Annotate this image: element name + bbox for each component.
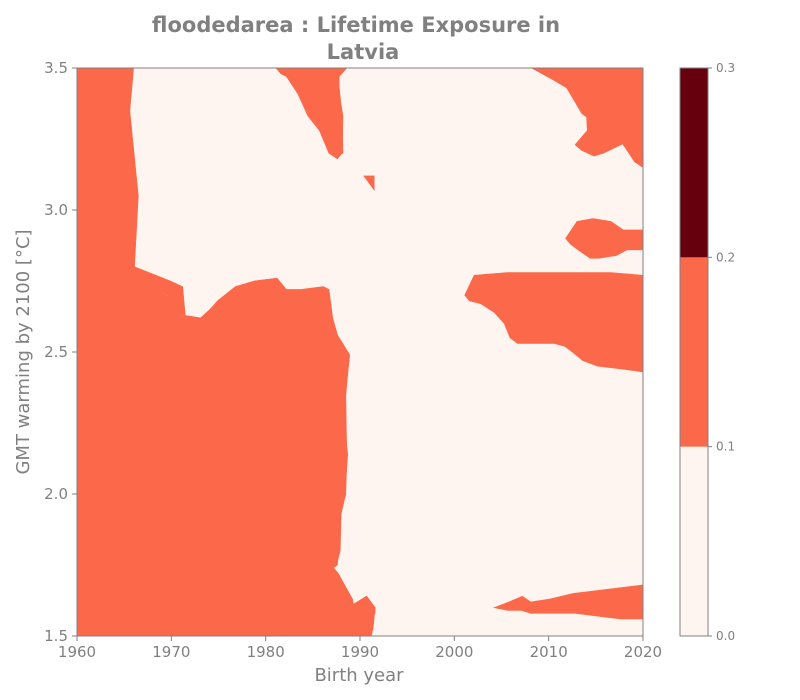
colorbar-band-3 bbox=[680, 68, 708, 258]
chart-title-line-2: Latvia bbox=[327, 40, 400, 64]
plot-area bbox=[76, 67, 644, 637]
x-tick-label: 2020 bbox=[624, 643, 662, 661]
x-tick-label: 1980 bbox=[247, 643, 285, 661]
y-axis-label: GMT warming by 2100 [°C] bbox=[13, 229, 34, 474]
contour-region-12 bbox=[492, 584, 643, 620]
colorbar-ticks: 0.0 0.1 0.2 0.3 bbox=[708, 61, 735, 643]
colorbar-tick-label: 0.2 bbox=[716, 250, 735, 264]
y-tick-label: 3.5 bbox=[44, 59, 68, 77]
colorbar-tick-label: 0.0 bbox=[716, 629, 735, 643]
contour-region-9 bbox=[531, 68, 643, 168]
x-axis-label: Birth year bbox=[314, 665, 404, 686]
contour-region-4 bbox=[214, 556, 376, 636]
colorbar-frame bbox=[679, 67, 709, 637]
colorbar-bands bbox=[680, 68, 708, 636]
contour-region-10 bbox=[565, 218, 643, 259]
x-axis-ticks: 1960 1970 1980 1990 2000 2010 2020 bbox=[58, 636, 662, 661]
x-tick-label: 1960 bbox=[58, 643, 96, 661]
colorbar-band-2 bbox=[680, 257, 708, 447]
contour-region-6 bbox=[276, 68, 344, 157]
x-tick-label: 2010 bbox=[530, 643, 568, 661]
x-tick-label: 1990 bbox=[341, 643, 379, 661]
y-tick-label: 2.5 bbox=[44, 343, 68, 361]
colorbar-tick-label: 0.1 bbox=[716, 440, 735, 454]
contour-region-7 bbox=[363, 175, 375, 192]
x-tick-label: 2000 bbox=[435, 643, 473, 661]
x-tick-label: 1970 bbox=[152, 643, 190, 661]
y-tick-label: 1.5 bbox=[44, 627, 68, 645]
colorbar-tick-label: 0.3 bbox=[716, 61, 735, 75]
colorbar: 0.0 0.1 0.2 0.3 bbox=[679, 61, 735, 643]
contour-region-11 bbox=[464, 272, 643, 373]
y-tick-label: 2.0 bbox=[44, 485, 68, 503]
colorbar-band-1 bbox=[680, 446, 708, 636]
chart-title-line-1: floodedarea : Lifetime Exposure in bbox=[152, 13, 560, 37]
y-tick-label: 3.0 bbox=[44, 201, 68, 219]
contour-regions bbox=[77, 68, 643, 636]
y-axis-ticks: 1.5 2.0 2.5 3.0 3.5 bbox=[44, 59, 77, 645]
